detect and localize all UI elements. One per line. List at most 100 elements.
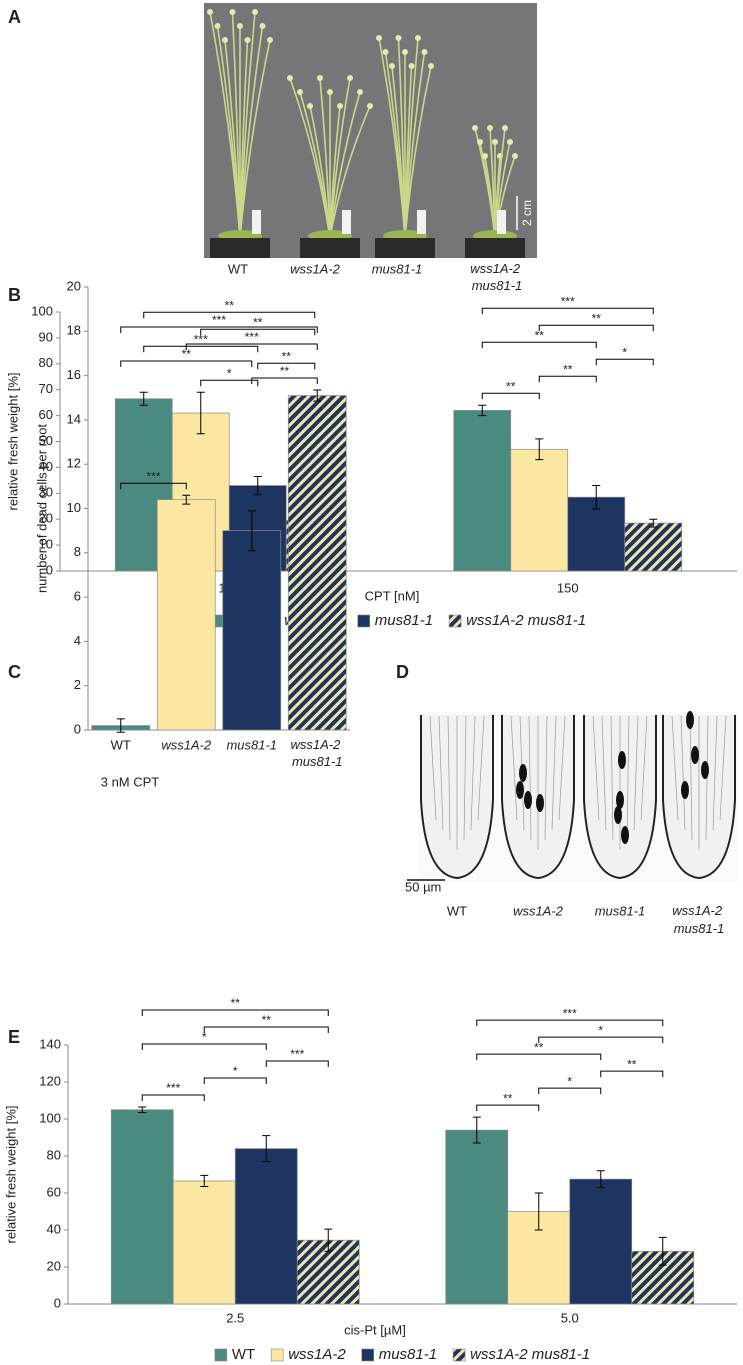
y-tick-label: 12 — [67, 456, 81, 471]
error-bar — [592, 485, 601, 510]
significance-label: ** — [225, 298, 235, 312]
plant-flower — [337, 103, 343, 109]
y-tick-label: 20 — [47, 1258, 61, 1273]
error-bar — [262, 1135, 271, 1163]
plant-flower — [408, 63, 415, 69]
plant-stem — [329, 77, 351, 239]
plant-flower — [237, 23, 243, 29]
plant-flower — [507, 139, 513, 145]
y-tick-label: 100 — [31, 303, 53, 318]
error-bar — [596, 1170, 605, 1188]
significance-bracket — [120, 360, 253, 367]
y-tick-label: 100 — [39, 1110, 61, 1125]
pot — [300, 238, 360, 258]
cell-file — [680, 715, 686, 831]
dead-cell — [621, 826, 629, 844]
y-tick-label: 16 — [67, 367, 81, 382]
plant-stem — [404, 65, 432, 239]
plant-flower — [477, 139, 483, 145]
x-tick-label: 5.0 — [561, 1310, 579, 1325]
significance-bracket — [538, 324, 654, 332]
y-tick-label: 40 — [39, 459, 53, 474]
genotype-label: WT — [447, 903, 467, 918]
plant-flower — [415, 35, 421, 41]
significance-bracket — [143, 311, 316, 319]
scale-bar-label: 50 µm — [405, 879, 441, 894]
error-bar — [138, 1106, 147, 1114]
plant-stem — [239, 39, 271, 239]
x-tick-label: wss1A-2 — [161, 737, 212, 752]
y-tick-label: 30 — [39, 485, 53, 500]
error-bar — [247, 510, 256, 552]
significance-bracket — [476, 1019, 664, 1027]
genotype-label: wss1A-2 mus81-1 — [470, 261, 523, 293]
y-tick-label: 8 — [74, 544, 81, 559]
cell-file — [438, 715, 444, 831]
dead-cell — [691, 746, 699, 764]
x-axis-title: 3 nM CPT — [101, 774, 160, 789]
bar — [234, 1148, 298, 1305]
significance-label: *** — [146, 469, 160, 483]
scale-bar-label: 2 cm — [520, 200, 534, 226]
plant-flower — [389, 63, 395, 69]
y-tick-label: 80 — [39, 355, 53, 370]
cell-file — [601, 715, 607, 831]
dead-cell — [516, 781, 524, 799]
dead-cell — [701, 761, 709, 779]
y-axis-title: relative fresh weight [%] — [3, 1105, 18, 1243]
significance-bracket — [265, 1060, 329, 1067]
legend-label: wss1A-2 — [288, 1346, 346, 1363]
y-tick-label: 10 — [67, 500, 81, 515]
y-tick-label: 20 — [39, 511, 53, 526]
significance-bracket — [120, 482, 187, 490]
error-bar — [116, 718, 125, 733]
cell-file — [712, 715, 718, 831]
cell-file — [719, 715, 727, 821]
significance-bracket — [203, 1077, 267, 1084]
plant-flower — [207, 9, 213, 15]
bar — [569, 1178, 633, 1305]
error-bar — [182, 494, 191, 505]
error-bar — [139, 391, 148, 406]
plant-flower — [252, 9, 258, 15]
cell-file — [558, 715, 566, 821]
y-tick-label: 0 — [46, 562, 53, 577]
significance-bracket — [257, 362, 316, 370]
dead-cell — [616, 791, 624, 809]
bar — [453, 410, 512, 572]
significance-label: ** — [182, 347, 192, 361]
panel-label: E — [8, 1027, 20, 1047]
plant-flower — [395, 35, 402, 41]
plant-flower — [357, 89, 363, 95]
error-bar — [534, 1192, 543, 1231]
pot — [375, 238, 435, 258]
significance-label: ** — [506, 379, 516, 393]
significance-label: ** — [253, 315, 263, 329]
plant-flower — [244, 37, 251, 43]
plant-flower — [222, 37, 228, 43]
significance-label: * — [233, 1064, 238, 1078]
legend-label: WT — [232, 1346, 255, 1363]
y-tick-label: 90 — [39, 329, 53, 344]
cell-file — [671, 715, 679, 821]
significance-label: ** — [563, 362, 573, 376]
dead-cell — [618, 751, 626, 769]
pot — [210, 238, 270, 258]
plant-flower — [492, 139, 498, 145]
plant-flower — [214, 23, 221, 29]
cell-file — [551, 715, 557, 831]
y-axis-title: number of dead cells per root — [34, 424, 49, 593]
significance-bracket — [203, 1026, 329, 1033]
dead-cell — [536, 794, 544, 812]
cell-file — [528, 715, 532, 841]
significance-label: ** — [627, 1057, 637, 1071]
x-axis-title: CPT [nM] — [365, 588, 420, 603]
plant-flower — [287, 75, 293, 81]
significance-label: ** — [262, 1013, 272, 1027]
error-bar — [196, 391, 205, 435]
cell-file — [689, 715, 693, 841]
cell-file — [463, 715, 467, 841]
significance-bracket — [481, 392, 540, 400]
significance-label: * — [227, 366, 232, 380]
cell-file — [705, 715, 709, 841]
